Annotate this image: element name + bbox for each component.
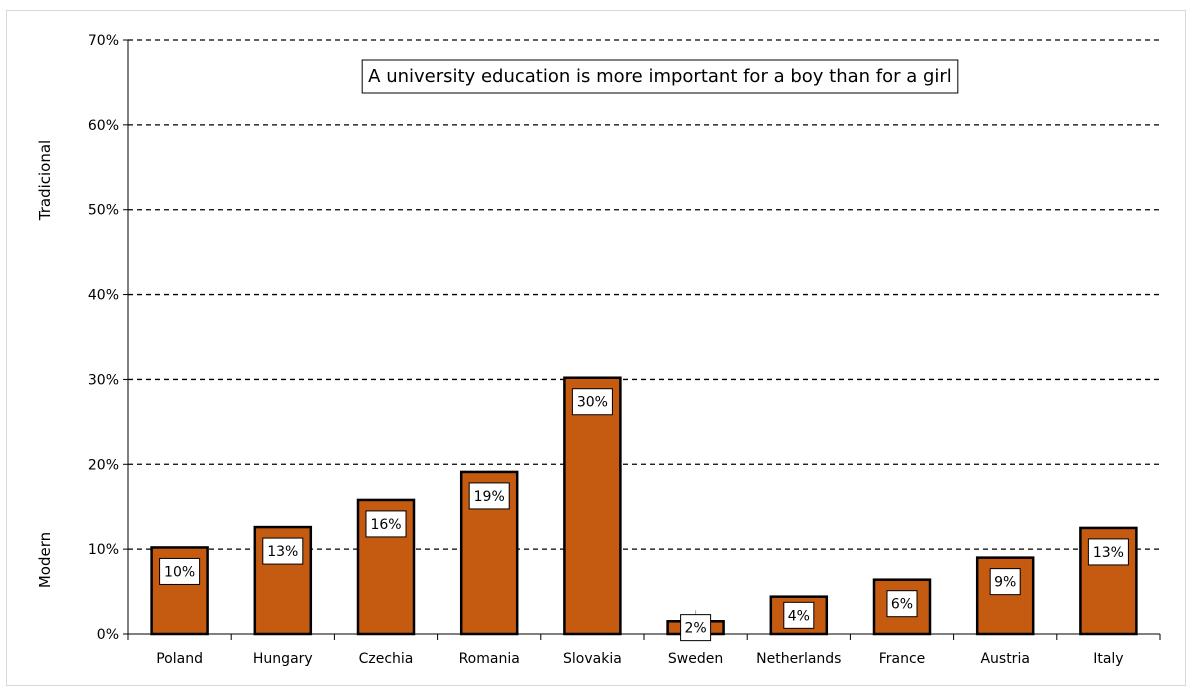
data-label-box [1087,538,1129,566]
data-label-box [571,388,613,416]
data-label: 10% [164,564,195,580]
data-label: 30% [577,395,608,411]
y-tick-label: 10% [88,542,119,558]
grid-lines [128,39,1160,550]
data-label: 2% [684,621,706,637]
x-tick-label: Netherlands [756,651,841,667]
y-tick-label: 40% [88,288,119,304]
data-label: 13% [1093,545,1124,561]
data-label-box [886,590,918,618]
x-tick-label: Austria [980,651,1029,667]
data-label-box [365,510,407,538]
data-label: 19% [474,489,505,505]
data-label: 4% [788,608,810,624]
y-tick-label: 50% [88,203,119,219]
x-tick-label: Sweden [668,651,723,667]
data-labels: 10% 13% 16% 19% 30% 2% 4% 6% 9% 13% [159,388,1129,642]
x-tick-label: Romania [459,651,520,667]
axes [123,39,1161,640]
x-tick-labels: Poland Hungary Czechia Romania Slovakia Swede… [156,651,1123,667]
x-tick-label: France [879,651,926,667]
chart-title: A university education is more important… [368,66,952,87]
data-label-box [680,614,712,642]
x-tick-label: Hungary [253,651,313,667]
data-label-box [468,482,510,510]
data-label-box [783,601,815,629]
y-tick-label: 70% [88,33,119,49]
x-tick-label: Italy [1093,651,1123,667]
x-tick-label: Czechia [359,651,414,667]
data-label: 16% [370,517,401,533]
y-tick-label: 20% [88,457,119,473]
x-tick-label: Slovakia [563,651,622,667]
data-label-box [159,557,201,585]
bar [975,556,1035,636]
y-tick-label: 0% [97,627,119,643]
y-axis-label-top: Tradicional [36,140,54,221]
data-label-box [989,568,1021,596]
x-tick-label: Poland [156,651,203,667]
chart-frame [6,10,1186,686]
y-axis-label-bottom: Modern [36,532,54,588]
y-tick-label: 60% [88,118,119,134]
data-label: 6% [891,597,913,613]
bar [563,376,622,636]
data-label: 13% [267,544,298,560]
data-label-box [262,537,304,565]
chart-title-box: A university education is more important… [361,59,959,94]
y-tick-label: 30% [88,372,119,388]
y-tick-labels: 0% 10% 20% 30% 40% 50% 60% 70% [88,33,119,643]
bars [150,376,1138,636]
data-label: 9% [994,575,1016,591]
